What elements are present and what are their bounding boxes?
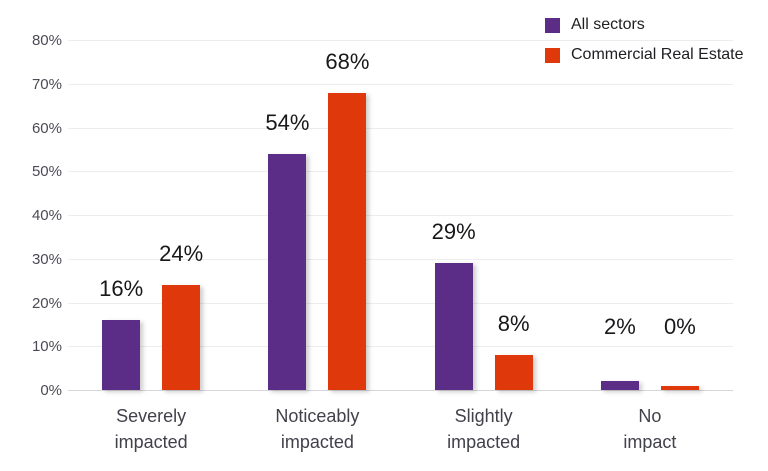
y-tick-label: 50% [31,163,62,181]
legend: All sectors Commercial Real Estate [545,14,744,66]
y-tick-label: 20% [31,294,62,312]
bar-all-sectors-no-impact [600,381,639,390]
bar-commercial-real-estate-noticeably-impacted [328,92,367,390]
bar-value-label: 0% [663,314,696,339]
y-tick-label: 10% [31,338,62,356]
bar-commercial-real-estate-slightly-impacted [494,355,533,390]
y-tick-label: 70% [31,75,62,93]
bar-all-sectors-severely-impacted [102,320,141,390]
legend-label: Commercial Real Estate [571,46,744,63]
gridline [68,346,733,348]
bar-value-label: 8% [497,311,530,336]
bar-value-label: 24% [159,241,204,266]
category-label-severely-impacted: Severely impacted [76,403,226,455]
category-label-line: Noticeably [275,406,360,426]
y-tick-label: 0% [40,382,62,399]
bar-value-label: 54% [265,109,310,135]
gridline [68,127,733,129]
category-label-line: impacted [447,432,521,452]
legend-item-commercial-real-estate: Commercial Real Estate [545,44,744,66]
bar-commercial-real-estate-no-impact [660,386,699,390]
legend-label: All sectors [571,16,645,33]
category-label-line: impacted [280,432,354,452]
gridline [68,215,733,216]
bar-all-sectors-slightly-impacted [434,263,473,390]
gridline [68,40,733,41]
category-label-noticeably-impacted: Noticeably impacted [242,403,392,455]
x-axis-baseline [68,390,733,391]
category-label-line: No [638,406,662,426]
gridline [68,302,733,304]
legend-swatch-icon [545,47,560,63]
category-label-line: impact [623,432,677,452]
legend-swatch-icon [545,17,560,33]
bar-value-label: 29% [431,219,476,245]
bar-value-label: 16% [99,276,144,301]
y-tick-label: 40% [31,207,62,224]
category-label-line: Slightly [454,406,513,426]
category-label-slightly-impacted: Slightly impacted [409,403,559,455]
y-tick-label: 80% [31,32,62,49]
bar-value-label: 68% [325,48,370,74]
legend-item-all-sectors: All sectors [545,14,744,36]
y-tick-label: 30% [31,250,62,268]
bar-value-label: 2% [603,314,636,339]
category-label-line: impacted [114,432,188,452]
bar-commercial-real-estate-severely-impacted [162,285,201,390]
gridline [68,83,733,85]
gridline [68,258,733,260]
bar-all-sectors-noticeably-impacted [268,153,307,390]
category-label-no-impact: No impact [575,403,725,455]
y-tick-label: 60% [31,119,62,137]
category-label-line: Severely [116,406,187,426]
gridline [68,171,733,173]
